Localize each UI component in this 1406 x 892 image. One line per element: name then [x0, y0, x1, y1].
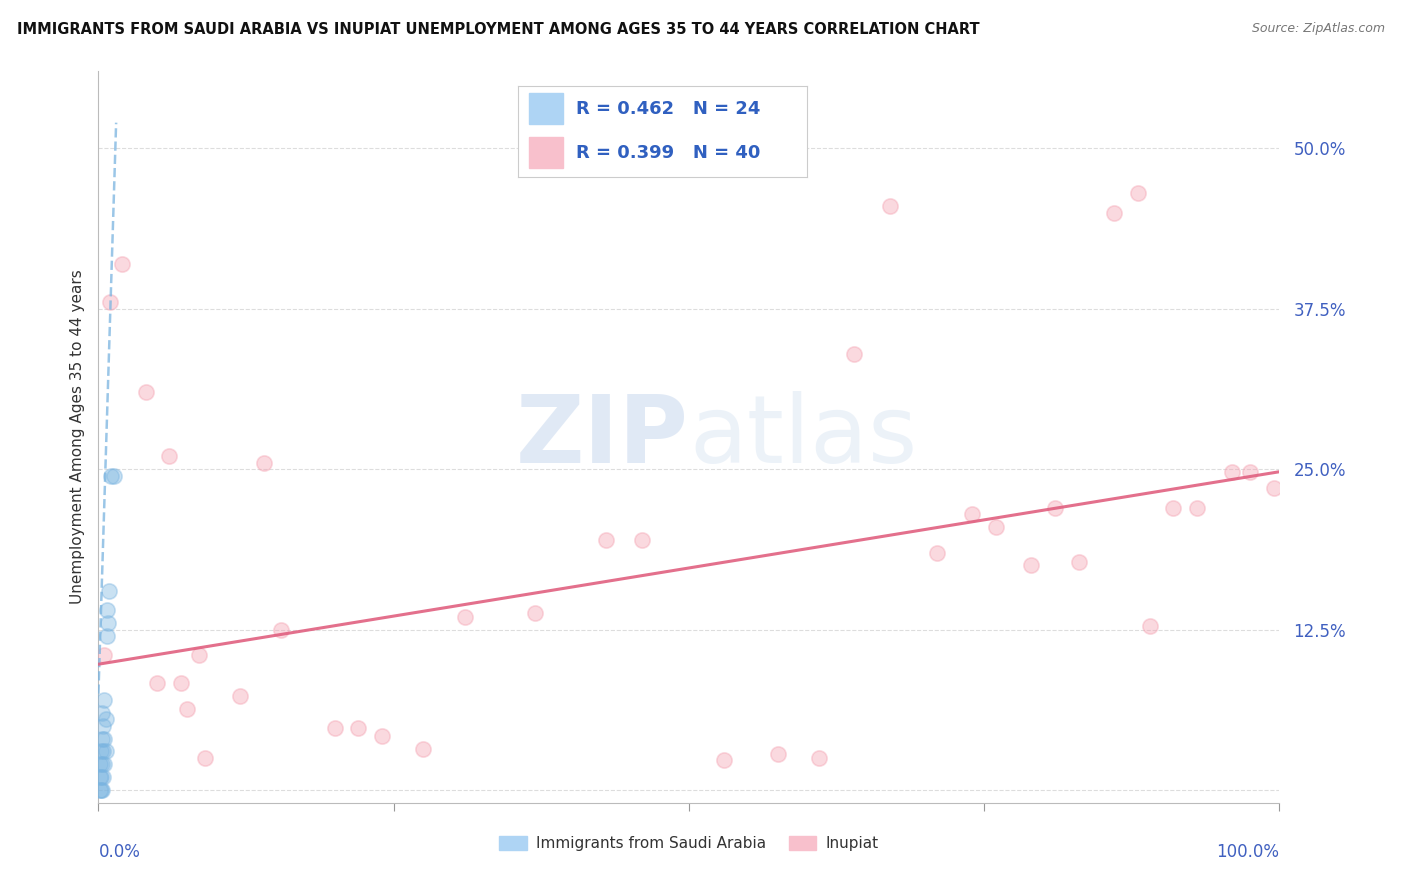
- Point: [157, 450, 180, 464]
- Point: [97, 616, 120, 631]
- Point: [713, 754, 735, 768]
- Point: [94, 744, 117, 758]
- Point: [595, 533, 617, 547]
- Point: [91, 770, 114, 784]
- Text: Source: ZipAtlas.com: Source: ZipAtlas.com: [1251, 22, 1385, 36]
- Point: [347, 722, 370, 736]
- Point: [1067, 555, 1090, 569]
- Point: [91, 731, 114, 746]
- Point: [879, 199, 901, 213]
- Point: [524, 606, 547, 620]
- Point: [170, 676, 193, 690]
- Point: [962, 507, 984, 521]
- Point: [91, 706, 114, 720]
- Point: [1139, 618, 1161, 632]
- Point: [844, 346, 866, 360]
- Point: [766, 747, 789, 761]
- Point: [1102, 205, 1125, 219]
- Point: [94, 712, 117, 726]
- Point: [807, 751, 830, 765]
- Point: [93, 693, 115, 707]
- Point: [90, 783, 112, 797]
- Point: [100, 468, 122, 483]
- Point: [371, 729, 394, 743]
- Point: [1263, 482, 1285, 496]
- Point: [103, 468, 125, 483]
- Point: [91, 744, 114, 758]
- Point: [323, 722, 346, 736]
- Point: [1043, 500, 1066, 515]
- Point: [1185, 500, 1208, 515]
- Point: [194, 751, 217, 765]
- Text: ZIP: ZIP: [516, 391, 689, 483]
- Point: [1239, 465, 1261, 479]
- Point: [146, 676, 169, 690]
- Text: 100.0%: 100.0%: [1216, 843, 1279, 861]
- Point: [984, 520, 1007, 534]
- Point: [89, 770, 111, 784]
- Point: [91, 719, 114, 733]
- Legend: Immigrants from Saudi Arabia, Inupiat: Immigrants from Saudi Arabia, Inupiat: [494, 830, 884, 857]
- Point: [453, 609, 475, 624]
- Point: [270, 623, 292, 637]
- Point: [93, 757, 115, 772]
- Point: [176, 702, 198, 716]
- Point: [135, 385, 157, 400]
- Point: [1220, 465, 1243, 479]
- Point: [90, 744, 112, 758]
- Point: [89, 757, 111, 772]
- Point: [229, 690, 252, 704]
- Point: [925, 545, 948, 559]
- Point: [1161, 500, 1184, 515]
- Text: atlas: atlas: [689, 391, 917, 483]
- Point: [91, 783, 114, 797]
- Point: [412, 742, 434, 756]
- Point: [187, 648, 209, 663]
- Point: [89, 783, 111, 797]
- Y-axis label: Unemployment Among Ages 35 to 44 years: Unemployment Among Ages 35 to 44 years: [69, 269, 84, 605]
- Text: 0.0%: 0.0%: [98, 843, 141, 861]
- Point: [1126, 186, 1149, 201]
- Point: [96, 629, 118, 643]
- Point: [1021, 558, 1043, 573]
- Point: [98, 295, 121, 310]
- Point: [111, 257, 134, 271]
- Point: [93, 731, 115, 746]
- Point: [90, 770, 112, 784]
- Point: [93, 648, 115, 663]
- Point: [253, 456, 276, 470]
- Point: [91, 757, 114, 772]
- Point: [98, 584, 121, 599]
- Point: [96, 603, 118, 617]
- Text: IMMIGRANTS FROM SAUDI ARABIA VS INUPIAT UNEMPLOYMENT AMONG AGES 35 TO 44 YEARS C: IMMIGRANTS FROM SAUDI ARABIA VS INUPIAT …: [17, 22, 980, 37]
- Point: [630, 533, 652, 547]
